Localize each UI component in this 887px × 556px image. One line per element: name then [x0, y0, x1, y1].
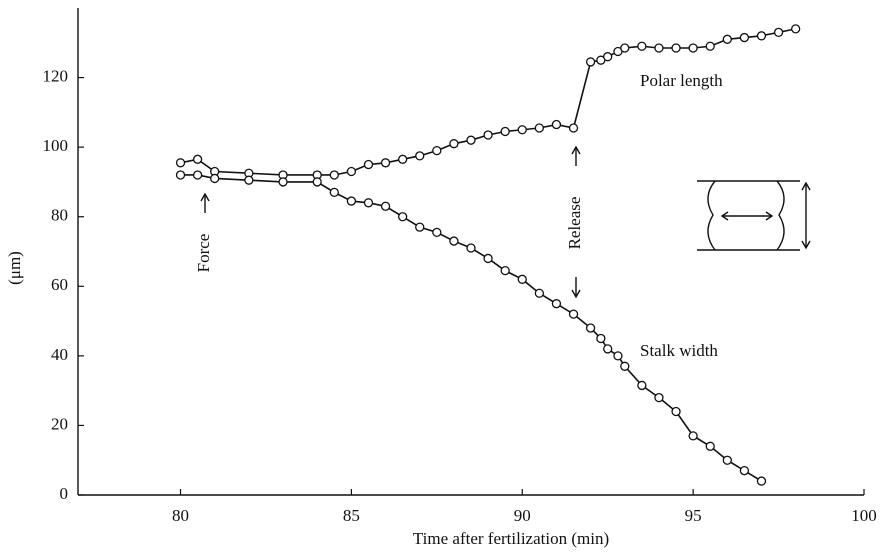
- data-point: [483, 130, 493, 140]
- x-tick-label: 85: [343, 506, 360, 525]
- data-point: [449, 139, 459, 149]
- data-point: [500, 265, 510, 276]
- data-point: [568, 123, 579, 133]
- x-tick-label: 95: [685, 506, 702, 525]
- data-point: [603, 344, 613, 354]
- data-point: [398, 212, 408, 222]
- data-point: [192, 154, 203, 164]
- data-point: [620, 361, 630, 371]
- data-point: [756, 476, 767, 486]
- data-point: [671, 406, 681, 417]
- data-point: [363, 198, 374, 208]
- data-point: [654, 43, 664, 53]
- data-point: [705, 41, 715, 51]
- y-tick-label: 40: [51, 345, 68, 364]
- series-line: [180, 174, 762, 482]
- y-tick-label: 20: [51, 414, 68, 433]
- data-point: [175, 170, 186, 180]
- data-point: [534, 123, 544, 133]
- data-point: [637, 380, 647, 391]
- data-point: [551, 119, 562, 130]
- data-point: [688, 43, 698, 53]
- data-point: [705, 441, 715, 451]
- data-point: [363, 159, 374, 170]
- data-point: [603, 52, 613, 62]
- data-point: [398, 154, 408, 164]
- data-point: [346, 196, 357, 206]
- data-point: [483, 253, 493, 264]
- data-point: [278, 177, 288, 187]
- data-point: [722, 455, 732, 465]
- data-point: [568, 309, 579, 319]
- data-point: [585, 57, 596, 67]
- data-point: [688, 431, 698, 441]
- data-point: [756, 31, 767, 41]
- y-tick-label: 100: [43, 136, 69, 155]
- data-point: [449, 236, 459, 246]
- data-point: [175, 158, 186, 168]
- annotation: Force: [194, 234, 213, 273]
- data-point: [517, 125, 527, 135]
- x-axis-label: Time after fertilization (min): [413, 529, 609, 548]
- data-point: [500, 126, 510, 137]
- data-point: [739, 465, 750, 476]
- data-point: [671, 43, 681, 53]
- data-point: [415, 151, 425, 161]
- data-point: [654, 392, 664, 403]
- series-label: Stalk width: [640, 341, 718, 360]
- x-tick-label: 90: [514, 506, 531, 525]
- data-point: [739, 32, 750, 43]
- cell-diagram: [697, 180, 811, 251]
- data-point: [329, 187, 339, 198]
- data-point: [534, 288, 544, 298]
- data-point: [244, 175, 254, 185]
- data-point: [585, 323, 596, 333]
- y-tick-label: 0: [60, 484, 69, 503]
- data-point: [432, 145, 442, 156]
- data-point: [346, 166, 357, 177]
- data-point: [329, 170, 339, 180]
- y-tick-label: 120: [43, 66, 69, 85]
- x-tick-label: 80: [172, 506, 189, 525]
- data-point: [466, 135, 476, 145]
- data-point: [380, 158, 391, 168]
- annotation: Release: [565, 197, 584, 250]
- data-point: [620, 43, 630, 53]
- y-tick-label: 80: [51, 206, 68, 225]
- data-point: [432, 227, 442, 238]
- data-point: [596, 333, 606, 344]
- annotation-arrows: [200, 145, 581, 299]
- series-line: [180, 28, 796, 176]
- data-point: [637, 41, 647, 51]
- data-point: [773, 27, 784, 37]
- data-point: [613, 351, 623, 361]
- data-point: [791, 24, 801, 34]
- y-axis-label: (μm): [5, 251, 24, 285]
- data-point: [210, 173, 220, 184]
- x-tick-label: 100: [851, 506, 877, 525]
- data-point: [415, 222, 425, 232]
- data-point: [722, 34, 732, 44]
- y-tick-label: 60: [51, 275, 68, 294]
- data-point: [192, 170, 203, 180]
- data-point: [551, 299, 562, 309]
- series-label: Polar length: [640, 71, 723, 90]
- data-point: [517, 274, 527, 284]
- data-point: [466, 243, 476, 253]
- data-point: [380, 201, 391, 211]
- data-point: [312, 177, 322, 187]
